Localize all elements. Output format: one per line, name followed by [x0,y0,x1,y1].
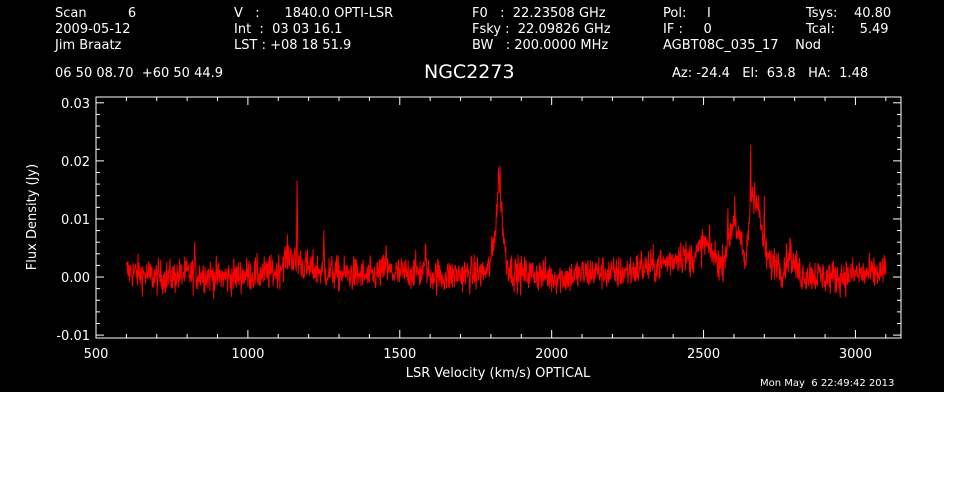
y-tick-label: 0.01 [61,213,90,228]
header-bandwidth: BW : 200.0000 MHz [472,38,609,53]
header-date: 2009-05-12 [55,22,131,37]
plot-panel: Scan 6 2009-05-12 Jim Braatz V : 1840.0 … [0,0,944,392]
spectrum-chart: 500 1000 1500 2000 2500 3000 -0.01 0.00 0.01 0.02… [25,96,902,381]
plot-timestamp: Mon May 6 22:49:42 2013 [760,378,895,389]
header-coordinates: 06 50 08.70 +60 50 44.9 [55,66,224,81]
x-tick-label: 1000 [231,347,264,362]
y-tick-label: -0.01 [56,329,90,344]
x-tick-label: 500 [84,347,109,362]
spectrum-trace [125,144,887,299]
y-axis-label: Flux Density (Jy) [25,164,40,270]
y-tick-label: 0.03 [61,97,90,112]
header-tsys: Tsys: 40.80 [806,6,892,21]
plot-frame [95,96,902,339]
header-polarization: Pol: I [663,6,711,21]
spectrum-trace-group [125,144,887,299]
header-velocity: V : 1840.0 OPTI-LSR [234,6,394,21]
header-if: IF : 0 [663,22,712,37]
header-sky-freq: Fsky : 22.09826 GHz [472,22,611,37]
x-tick-label: 3000 [839,347,872,362]
header-pointing: Az: -24.4 El: 63.8 HA: 1.48 [672,66,869,81]
source-title: NGC2273 [424,61,515,83]
x-tick-label: 2500 [687,347,720,362]
header-rest-freq: F0 : 22.23508 GHz [472,6,606,21]
header-scan: Scan 6 [55,6,137,21]
axis-ticks-group: 500 1000 1500 2000 2500 3000 -0.01 0.00 0.01 0.02… [56,97,901,362]
x-tick-label: 2000 [535,347,568,362]
header-tcal: Tcal: 5.49 [806,22,889,37]
y-tick-label: 0.00 [61,271,90,286]
y-tick-label: 0.02 [61,155,90,170]
x-tick-label: 1500 [383,347,416,362]
header-project: AGBT08C_035_17 Nod [663,38,822,53]
header-observer: Jim Braatz [55,38,122,53]
header-integration: Int : 03 03 16.1 [234,22,343,37]
header-lst: LST : +08 18 51.9 [234,38,352,53]
x-axis-label: LSR Velocity (km/s) OPTICAL [406,366,591,381]
